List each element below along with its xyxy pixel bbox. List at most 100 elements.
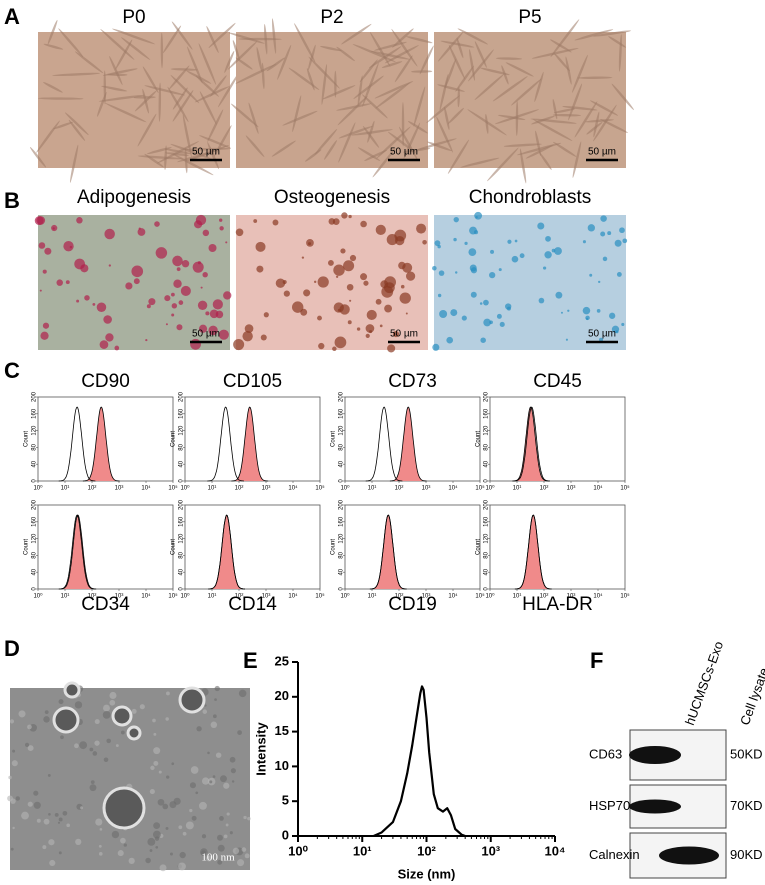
panel-label: F — [590, 648, 603, 673]
stain — [253, 219, 258, 223]
x-tick-label: 10³ — [567, 486, 576, 492]
grain — [169, 852, 173, 856]
x-tick-label: 10⁵ — [620, 485, 630, 492]
stain — [622, 238, 628, 244]
cell — [444, 106, 450, 130]
stain — [137, 228, 146, 236]
cell — [64, 112, 89, 136]
x-tick-label: 10⁴ — [288, 593, 298, 600]
cell — [531, 47, 579, 59]
y-axis-label: Count — [331, 431, 337, 447]
y-tick-label: 0 — [32, 479, 38, 483]
stain — [84, 295, 90, 301]
vesicle — [178, 686, 206, 714]
grain — [74, 701, 83, 709]
grain — [103, 704, 110, 712]
x-tick-label: 10⁵ — [315, 485, 325, 492]
y-tick-label: 120 — [179, 533, 185, 544]
cell — [368, 46, 402, 69]
cell — [519, 148, 527, 184]
grain — [27, 745, 34, 752]
y-tick-label: 0 — [484, 479, 490, 483]
x-tick-label: 10⁵ — [168, 485, 178, 492]
cell — [158, 82, 162, 122]
stain — [464, 241, 468, 245]
cell — [374, 41, 407, 51]
stain — [507, 239, 512, 244]
x-tick-label: 10² — [395, 486, 404, 492]
cell — [565, 56, 572, 85]
cell — [43, 43, 64, 50]
stain — [114, 345, 120, 351]
cell — [321, 64, 327, 105]
cell — [245, 135, 265, 158]
x-tick-label: 10¹ — [368, 594, 377, 600]
grain — [98, 852, 103, 856]
cell — [337, 95, 368, 126]
grain — [204, 704, 207, 707]
y-tick-label: 160 — [484, 408, 490, 419]
stain — [301, 256, 305, 259]
grain — [166, 691, 170, 696]
y-tick-label: 160 — [484, 516, 490, 527]
cell — [69, 144, 79, 183]
grain — [178, 862, 186, 871]
grain — [179, 851, 186, 859]
stain — [375, 224, 386, 235]
grain — [189, 782, 196, 789]
y-tick-label: 80 — [484, 551, 490, 558]
image-title: P2 — [320, 7, 343, 28]
cell — [618, 34, 622, 72]
cell — [177, 150, 215, 163]
cell — [372, 148, 396, 178]
x-tick-label: 10⁴ — [288, 485, 298, 492]
cell — [213, 125, 232, 157]
stain — [263, 312, 269, 318]
stain — [306, 238, 314, 247]
stain — [219, 218, 223, 222]
y-tick-label: 120 — [32, 533, 38, 544]
stain — [40, 331, 49, 340]
stain — [38, 242, 46, 249]
stain — [282, 279, 287, 285]
stain — [223, 291, 232, 300]
cell — [497, 114, 526, 121]
x-tick-label: 10³ — [481, 843, 500, 858]
panel-label: E — [243, 648, 258, 673]
cell — [338, 122, 356, 163]
cell — [230, 103, 259, 128]
stain — [208, 243, 217, 252]
grain — [12, 826, 15, 830]
stain — [190, 338, 201, 350]
stain — [600, 231, 606, 237]
stain — [74, 258, 85, 270]
cell — [235, 63, 277, 84]
stain — [317, 276, 329, 288]
x-tick-label: 10² — [88, 594, 97, 600]
cell — [362, 94, 388, 119]
vesicle — [52, 706, 80, 734]
cell — [550, 39, 572, 53]
y-tick-label: 80 — [32, 443, 38, 450]
cell — [447, 139, 469, 174]
x-tick-label: 10¹ — [61, 486, 70, 492]
cell — [376, 126, 411, 159]
stain — [480, 337, 486, 343]
cell — [170, 68, 198, 71]
stain — [538, 297, 545, 304]
stain — [42, 322, 50, 329]
cell — [271, 18, 277, 54]
stain — [291, 301, 304, 313]
histogram-frame — [37, 504, 174, 590]
y-tick-label: 200 — [179, 499, 185, 510]
stain — [567, 309, 570, 312]
stain — [202, 229, 210, 237]
grain — [241, 847, 247, 852]
grain — [209, 780, 213, 784]
stain — [209, 309, 219, 319]
grain — [94, 740, 100, 746]
cell — [495, 57, 523, 60]
grain — [131, 708, 137, 714]
grain — [153, 822, 161, 830]
grain — [223, 782, 230, 789]
